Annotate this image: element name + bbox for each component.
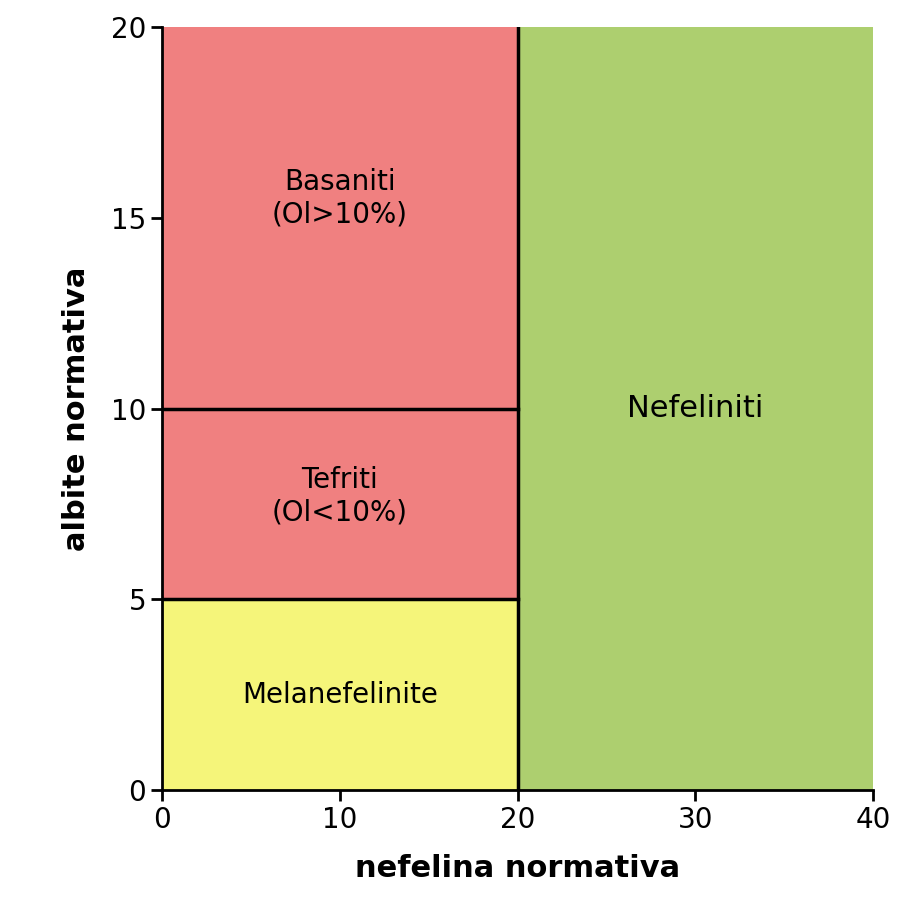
Bar [162,409,518,600]
Y-axis label: albite normativa: albite normativa [62,267,91,550]
Text: Tefriti
(Ol<10%): Tefriti (Ol<10%) [272,466,408,526]
Text: Basaniti
(Ol>10%): Basaniti (Ol>10%) [272,169,408,229]
Bar [518,27,873,790]
Text: Melanefelinite: Melanefelinite [242,681,437,709]
Bar [162,600,518,790]
Text: Nefeliniti: Nefeliniti [627,394,763,423]
Bar [162,27,518,409]
X-axis label: nefelina normativa: nefelina normativa [355,854,680,883]
